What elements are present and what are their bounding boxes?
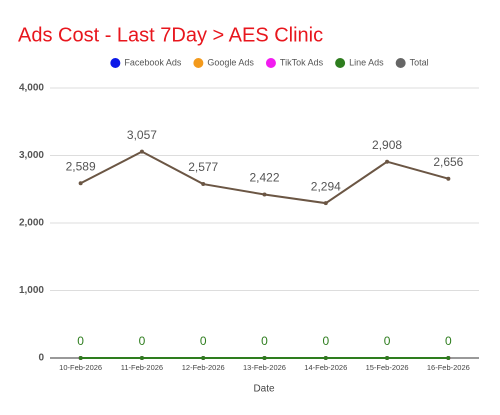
x-tick-label: 11-Feb-2026 [121,363,163,372]
data-label: 2,656 [433,155,463,169]
x-tick-label: 12-Feb-2026 [182,363,225,372]
y-tick-label: 1,000 [19,285,44,296]
y-tick-label: 3,000 [19,150,44,161]
y-tick-label: 2,000 [19,218,44,229]
legend-label: TikTok Ads [280,57,324,67]
x-tick-label: 14-Feb-2026 [304,363,347,372]
data-point [78,181,83,186]
data-label: 0 [200,334,207,348]
data-point [385,356,390,360]
data-label: 3,057 [127,128,157,142]
data-label: 2,589 [66,159,96,173]
data-label: 0 [139,334,146,348]
legend-label: Google Ads [207,57,254,67]
legend-marker [110,58,121,68]
data-label: 0 [261,334,268,348]
data-point [201,182,206,187]
data-label: 2,577 [188,160,218,174]
legend-label: Facebook Ads [124,57,182,67]
legend-label: Total [410,57,429,67]
data-label: 2,294 [311,179,341,193]
x-tick-label: 16-Feb-2026 [427,363,470,372]
x-tick-label: 10-Feb-2026 [59,363,102,372]
data-point [262,192,267,197]
legend-marker [335,58,346,68]
y-tick-label: 0 [38,353,44,364]
data-point [139,149,144,154]
x-axis-label: Date [253,384,275,395]
data-point [323,201,328,206]
y-tick-label: 4,000 [19,83,44,94]
data-point [385,159,390,164]
data-label: 2,422 [249,171,279,185]
data-point [323,356,328,360]
data-point [262,356,267,360]
data-point [446,356,451,360]
data-label: 0 [445,334,452,348]
chart-title: Ads Cost - Last 7Day > AES Clinic [18,24,323,46]
data-point [139,356,144,360]
x-tick-label: 15-Feb-2026 [366,363,409,372]
data-label: 0 [77,334,84,348]
data-label: 0 [384,334,391,348]
legend-label: Line Ads [349,57,384,67]
data-point [78,356,83,360]
legend: Facebook Ads Google Ads TikTok Ads Line Ads… [110,57,429,68]
legend-marker [265,58,276,68]
legend-marker [395,58,406,68]
legend-marker [193,58,204,68]
data-label: 2,908 [372,138,402,152]
data-point [201,356,206,360]
data-label: 0 [322,334,329,348]
x-tick-label: 13-Feb-2026 [243,363,286,372]
data-point [446,176,451,181]
